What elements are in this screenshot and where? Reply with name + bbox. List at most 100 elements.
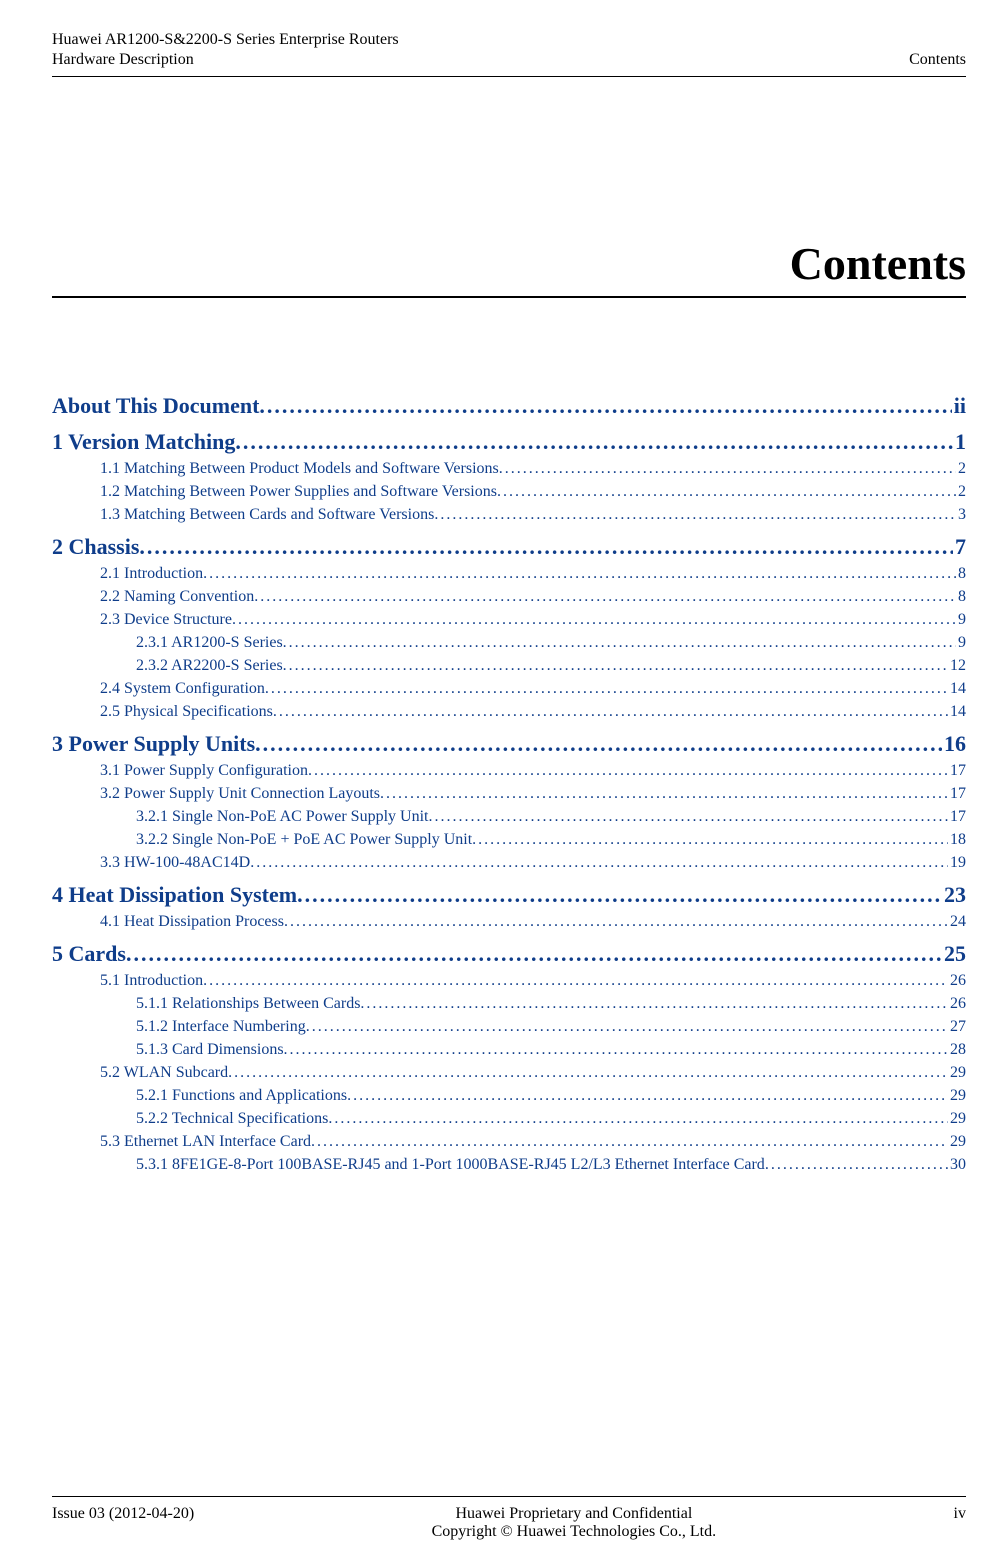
toc-entry[interactable]: 1.2 Matching Between Power Supplies and … bbox=[100, 483, 966, 501]
toc-entry-label: 4.1 Heat Dissipation Process bbox=[100, 913, 284, 931]
toc-leader-dots bbox=[284, 913, 948, 931]
toc-entry[interactable]: 3.2 Power Supply Unit Connection Layouts… bbox=[100, 785, 966, 803]
toc-entry[interactable]: 2.2 Naming Convention 8 bbox=[100, 588, 966, 606]
toc-entry[interactable]: 3.2.1 Single Non-PoE AC Power Supply Uni… bbox=[136, 808, 966, 826]
toc-entry[interactable]: 5.3 Ethernet LAN Interface Card 29 bbox=[100, 1133, 966, 1151]
toc-leader-dots bbox=[255, 731, 942, 757]
toc-entry-label: 2.4 System Configuration bbox=[100, 680, 265, 698]
toc-entry-page: 24 bbox=[948, 913, 966, 931]
toc-entry[interactable]: 5.1.2 Interface Numbering27 bbox=[136, 1018, 966, 1036]
toc-leader-dots bbox=[203, 565, 956, 583]
toc-entry-page: ii bbox=[952, 393, 966, 419]
toc-entry[interactable]: 4.1 Heat Dissipation Process 24 bbox=[100, 913, 966, 931]
toc-entry-label: 5 Cards bbox=[52, 941, 126, 967]
toc-leader-dots bbox=[203, 972, 948, 990]
toc-entry-label: 3.2.1 Single Non-PoE AC Power Supply Uni… bbox=[136, 808, 428, 826]
toc-entry[interactable]: 3.3 HW-100-48AC14D19 bbox=[100, 854, 966, 872]
toc-leader-dots bbox=[273, 703, 948, 721]
toc-entry[interactable]: 1.1 Matching Between Product Models and … bbox=[100, 460, 966, 478]
toc-entry-label: About This Document bbox=[52, 393, 259, 419]
toc-entry[interactable]: 2.4 System Configuration 14 bbox=[100, 680, 966, 698]
toc-entry-label: 3.2.2 Single Non-PoE + PoE AC Power Supp… bbox=[136, 831, 472, 849]
toc-entry[interactable]: 5.3.1 8FE1GE-8-Port 100BASE-RJ45 and 1-P… bbox=[136, 1156, 966, 1174]
header-doc-line: Hardware Description bbox=[52, 50, 399, 70]
toc-entry-page: 16 bbox=[942, 731, 966, 757]
toc-leader-dots bbox=[308, 762, 948, 780]
toc-entry-label: 3.2 Power Supply Unit Connection Layouts bbox=[100, 785, 380, 803]
toc-entry-page: 1 bbox=[953, 429, 966, 455]
toc-leader-dots bbox=[765, 1156, 948, 1174]
header-product-line: Huawei AR1200-S&2200-S Series Enterprise… bbox=[52, 30, 399, 50]
toc-leader-dots bbox=[250, 854, 948, 872]
page: Huawei AR1200-S&2200-S Series Enterprise… bbox=[0, 0, 1004, 1567]
toc-leader-dots bbox=[328, 1110, 948, 1128]
toc-entry-label: 2.3.2 AR2200-S Series bbox=[136, 657, 283, 675]
toc-entry[interactable]: 5.1.1 Relationships Between Cards26 bbox=[136, 995, 966, 1013]
toc-entry-page: 3 bbox=[956, 506, 966, 524]
toc-entry[interactable]: 2.3.2 AR2200-S Series12 bbox=[136, 657, 966, 675]
toc-entry[interactable]: About This Document ii bbox=[52, 393, 966, 419]
toc-entry-page: 29 bbox=[948, 1087, 966, 1105]
toc-entry[interactable]: 3.2.2 Single Non-PoE + PoE AC Power Supp… bbox=[136, 831, 966, 849]
toc-entry[interactable]: 1 Version Matching 1 bbox=[52, 429, 966, 455]
toc-entry[interactable]: 5.2 WLAN Subcard29 bbox=[100, 1064, 966, 1082]
toc-entry-label: 2.5 Physical Specifications bbox=[100, 703, 273, 721]
toc-entry-page: 26 bbox=[948, 995, 966, 1013]
toc-entry-page: 2 bbox=[956, 483, 966, 501]
toc-entry-page: 23 bbox=[942, 882, 966, 908]
toc-entry-page: 14 bbox=[948, 680, 966, 698]
toc-entry[interactable]: 2.3 Device Structure9 bbox=[100, 611, 966, 629]
toc-entry-label: 2.3 Device Structure bbox=[100, 611, 232, 629]
footer-row: Issue 03 (2012-04-20) Huawei Proprietary… bbox=[52, 1505, 966, 1541]
toc-leader-dots bbox=[265, 680, 948, 698]
toc-entry-page: 14 bbox=[948, 703, 966, 721]
toc-entry-label: 1.3 Matching Between Cards and Software … bbox=[100, 506, 434, 524]
toc-entry-page: 17 bbox=[948, 808, 966, 826]
toc-entry[interactable]: 2.5 Physical Specifications 14 bbox=[100, 703, 966, 721]
toc-entry[interactable]: 5.1 Introduction 26 bbox=[100, 972, 966, 990]
header-right: Contents bbox=[909, 50, 966, 70]
toc-entry-label: 5.2.2 Technical Specifications bbox=[136, 1110, 328, 1128]
toc-entry[interactable]: 4 Heat Dissipation System23 bbox=[52, 882, 966, 908]
toc-entry-label: 5.1 Introduction bbox=[100, 972, 203, 990]
toc-entry-page: 29 bbox=[948, 1110, 966, 1128]
toc-entry-page: 26 bbox=[948, 972, 966, 990]
toc-leader-dots bbox=[360, 995, 948, 1013]
toc-entry-page: 29 bbox=[948, 1133, 966, 1151]
toc-entry-page: 25 bbox=[942, 941, 966, 967]
toc-entry[interactable]: 1.3 Matching Between Cards and Software … bbox=[100, 506, 966, 524]
toc-leader-dots bbox=[283, 657, 948, 675]
toc-entry[interactable]: 3 Power Supply Units16 bbox=[52, 731, 966, 757]
toc-entry-label: 2.1 Introduction bbox=[100, 565, 203, 583]
toc-leader-dots bbox=[497, 483, 956, 501]
toc-entry[interactable]: 5.2.2 Technical Specifications 29 bbox=[136, 1110, 966, 1128]
footer-issue: Issue 03 (2012-04-20) bbox=[52, 1505, 194, 1541]
toc-entry-label: 5.1.2 Interface Numbering bbox=[136, 1018, 306, 1036]
toc-entry[interactable]: 2.3.1 AR1200-S Series9 bbox=[136, 634, 966, 652]
toc-leader-dots bbox=[284, 1041, 948, 1059]
toc-leader-dots bbox=[311, 1133, 948, 1151]
toc-entry-label: 5.3 Ethernet LAN Interface Card bbox=[100, 1133, 311, 1151]
toc-entry[interactable]: 5.2.1 Functions and Applications 29 bbox=[136, 1087, 966, 1105]
toc-entry-label: 2.2 Naming Convention bbox=[100, 588, 254, 606]
toc-entry-label: 5.2.1 Functions and Applications bbox=[136, 1087, 347, 1105]
toc-entry-label: 1 Version Matching bbox=[52, 429, 235, 455]
toc-entry-page: 17 bbox=[948, 762, 966, 780]
toc-entry[interactable]: 3.1 Power Supply Configuration17 bbox=[100, 762, 966, 780]
toc-entry[interactable]: 2.1 Introduction8 bbox=[100, 565, 966, 583]
page-title: Contents bbox=[52, 237, 966, 298]
toc-entry-page: 29 bbox=[948, 1064, 966, 1082]
toc-entry-label: 5.1.3 Card Dimensions bbox=[136, 1041, 284, 1059]
footer-confidential: Huawei Proprietary and Confidential bbox=[194, 1505, 953, 1523]
toc-leader-dots bbox=[139, 534, 953, 560]
footer-page-number: iv bbox=[954, 1505, 966, 1541]
footer-copyright: Copyright © Huawei Technologies Co., Ltd… bbox=[194, 1523, 953, 1541]
toc-leader-dots bbox=[232, 611, 956, 629]
table-of-contents: About This Documentii1 Version Matching1… bbox=[52, 393, 966, 1174]
toc-entry-page: 18 bbox=[948, 831, 966, 849]
toc-entry[interactable]: 2 Chassis7 bbox=[52, 534, 966, 560]
toc-entry[interactable]: 5.1.3 Card Dimensions28 bbox=[136, 1041, 966, 1059]
toc-entry-page: 8 bbox=[956, 588, 966, 606]
toc-entry[interactable]: 5 Cards 25 bbox=[52, 941, 966, 967]
toc-leader-dots bbox=[306, 1018, 948, 1036]
